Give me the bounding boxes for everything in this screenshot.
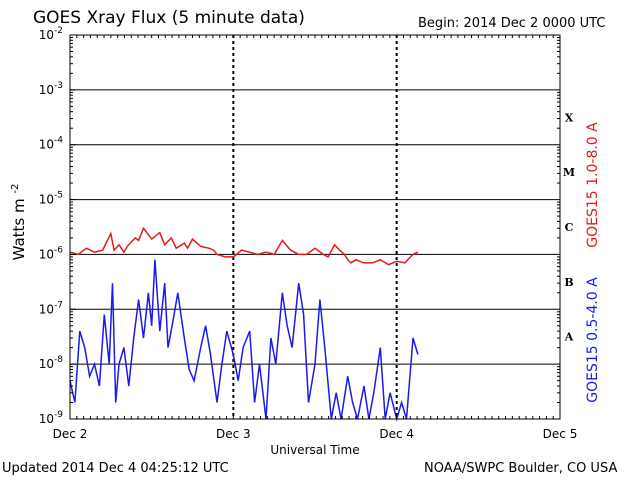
series-layer (69, 226, 419, 422)
flare-class-label: M (563, 166, 575, 179)
y-tick-label: 10-5 (39, 191, 63, 207)
series-line-1 (69, 226, 419, 266)
credit-label: NOAA/SWPC Boulder, CO USA (424, 461, 618, 476)
y-axis-label: Watts m -2 (10, 184, 28, 261)
y-tick-label: 10-2 (39, 26, 63, 42)
y-tick-label: 10-6 (39, 245, 64, 261)
chart-title: GOES Xray Flux (5 minute data) (33, 8, 305, 28)
x-axis-label: Universal Time (270, 443, 359, 457)
begin-time-label: Begin: 2014 Dec 2 0000 UTC (418, 16, 606, 31)
y-tick-label: 10-8 (39, 355, 64, 371)
flare-class-label: B (564, 276, 573, 289)
updated-timestamp: Updated 2014 Dec 4 04:25:12 UTC (2, 461, 229, 476)
y-tick-label: 10-4 (39, 136, 64, 152)
y-tick-label: 10-7 (39, 300, 63, 316)
flare-class-label: C (565, 221, 574, 234)
legend-series-1: GOES15 1.0-8.0 A (585, 122, 601, 248)
flare-class-label: A (564, 331, 574, 344)
x-tick-label: Dec 4 (379, 427, 414, 441)
legend-series-2: GOES15 0.5-4.0 A (585, 277, 601, 403)
x-tick-label: Dec 2 (53, 427, 88, 441)
y-tick-label: 10-3 (39, 81, 63, 97)
flare-class-label: X (565, 111, 574, 124)
x-tick-label: Dec 3 (216, 427, 251, 441)
y-tick-label: 10-9 (39, 410, 64, 426)
series-line-2 (69, 259, 419, 422)
axes-layer (69, 34, 561, 420)
x-tick-label: Dec 5 (543, 427, 578, 441)
